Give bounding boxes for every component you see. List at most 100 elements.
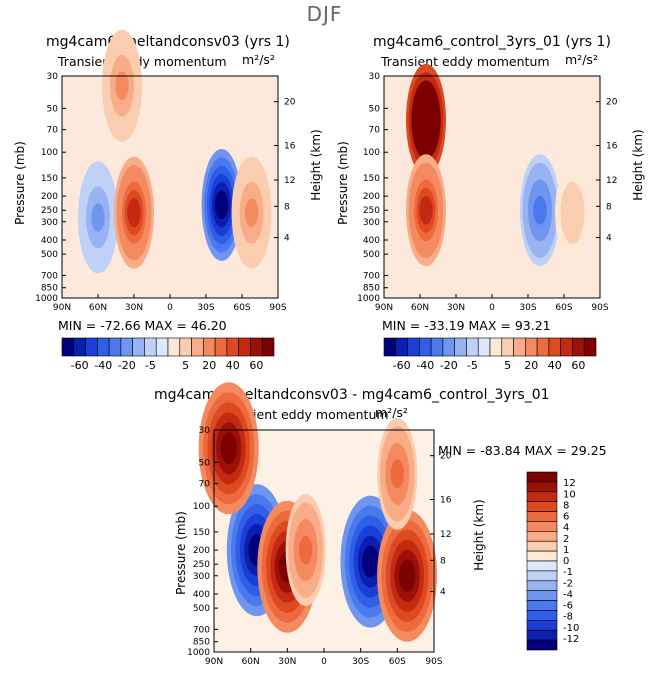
colorbar-top-2-label: 40 [548,359,562,372]
panel-1-lattick-label: 0 [167,303,173,313]
panel-3-lattick-label: 60S [389,657,406,667]
panel-2-htick-label: 4 [606,234,612,244]
panel-1-ptick-label: 30 [47,72,59,82]
panel-2-ptick-label: 30 [369,72,381,82]
panel-3-lattick-label: 60N [242,657,260,667]
colorbar-diff-label: 12 [563,478,576,489]
panel-1-htick-label: 4 [284,234,290,244]
panel-2-ptick-label: 200 [363,192,380,202]
colorbar-top-2-swatch [525,337,538,357]
colorbar-diff-swatch [526,521,558,532]
panel-1-ptick-label: 850 [41,284,58,294]
colorbar-top-1-swatch [250,337,263,357]
colorbar-top-1-swatch [226,337,239,357]
panel-3-ptick-label: 1000 [187,648,210,658]
panel-2-ptick-label: 500 [363,250,380,260]
colorbar-top-2-label: 60 [571,359,585,372]
panel-3-ptick-label: 850 [193,638,210,648]
colorbar-diff-swatch [526,540,558,552]
panel-3-units: m²/s² [375,405,408,420]
panel-1-ptick-label: 400 [41,236,58,246]
panel-1-minmax: MIN = -72.66 MAX = 46.20 [58,318,227,333]
panel-2-title: mg4cam6_control_3yrs_01 (yrs 1) [373,34,611,50]
colorbar-diff-label: 8 [563,500,569,511]
panel-2-htick-label: 12 [606,176,617,186]
panel-2-ptick-label: 100 [363,148,380,158]
colorbar-top-1-swatch [238,337,251,357]
colorbar-top-1-label: -20 [118,359,136,372]
panel-3-minmax: MIN = -83.84 MAX = 29.25 [438,443,607,458]
panel-1-ptick-label: 100 [41,148,58,158]
colorbar-diff-swatch [526,629,558,641]
panel-2-ptick-label: 300 [363,218,380,228]
colorbar-top-2-swatch [466,337,479,357]
panel-3-htick-label: 20 [440,452,452,462]
panel-2-lattick-label: 60N [411,303,429,313]
colorbar-diff-label: -6 [563,601,573,612]
colorbar-diff-label: 10 [563,489,576,500]
colorbar-top-2-label: 5 [504,359,511,372]
colorbar-top-2-swatch [501,337,514,357]
panel-1-lattick-label: 60N [89,303,107,313]
panel-3-ptick-label: 200 [193,546,210,556]
panel-3-feature-3-level-5 [299,535,313,565]
colorbar-diff-swatch [526,531,558,542]
colorbar-top-1-swatch [120,337,133,357]
colorbar-diff-swatch [526,580,558,591]
colorbar-top-2-swatch [489,337,503,357]
panel-2-lattick-label: 60S [555,303,572,313]
colorbar-top-2-swatch [583,337,597,357]
panel-1-ptick-label: 50 [47,104,59,114]
colorbar-top-1-swatch [132,337,145,357]
panel-2-lattick-label: 30S [519,303,536,313]
panel-3-feature-4-level-5 [362,545,379,578]
panel-2-feature-2-level-5 [533,195,547,225]
panel-2-ptick-label: 250 [363,206,380,216]
colorbar-top-2-swatch [395,337,408,357]
panel-2-htick-label: 8 [606,202,612,212]
colorbar-top-2-swatch [477,337,491,357]
panel-1-lattick-label: 30S [197,303,214,313]
panel-2-units: m²/s² [565,52,598,67]
panel-1-feature-2-level-5 [127,198,141,228]
panel-2-ptick-label: 50 [369,104,381,114]
colorbar-diff-label: 1 [563,545,569,556]
colorbar-top-1-swatch [191,337,204,357]
panel-1-ptick-label: 70 [47,126,59,136]
panel-3-ptick-label: 150 [193,528,210,538]
panel-3-htick-label: 16 [440,496,452,506]
panel-1-htick-label: 8 [284,202,290,212]
panel-1-feature-4-level-5 [244,198,259,228]
colorbar-top-1-label: -5 [145,359,156,372]
colorbar-top-1-swatch [97,337,110,357]
panel-2-ptick-label: 400 [363,236,380,246]
panel-3-ptick-label: 400 [193,590,210,600]
panel-3-subtitle: Transient eddy momentum [220,407,389,422]
panel-1-ptick-label: 1000 [35,294,58,304]
panel-1-lattick-label: 90N [53,303,71,313]
panel-3-feature-6-level-5 [390,459,405,489]
panel-3-ptick-label: 300 [193,572,210,582]
panel-2-htick-label: 20 [606,98,618,108]
panel-1-ptick-label: 700 [41,271,58,281]
colorbar-top-2-swatch [454,337,467,357]
colorbar-top-2-swatch [572,337,585,357]
colorbar-top-1-label: 40 [226,359,240,372]
colorbar-top-1-swatch [85,337,98,357]
panel-1-lattick-label: 90S [269,303,286,313]
panel-2-field [384,63,600,298]
panel-3-ptick-label: 250 [193,560,210,570]
panel-2-ptick-label: 70 [369,126,381,136]
colorbar-diff-label: -2 [563,578,573,589]
colorbar-top-1-swatch [261,337,275,357]
colorbar-diff-label: -10 [563,623,579,634]
colorbar-top-1-swatch [167,337,181,357]
panel-1-title: mg4cam6_meltandconsv03 (yrs 1) [46,34,290,50]
colorbar-top-2-label: -40 [416,359,434,372]
panel-3-ptick-label: 500 [193,604,210,614]
colorbar-diff-swatch [526,481,558,493]
panel-1-field [62,29,278,298]
panel-1-ptick-label: 300 [41,218,58,228]
